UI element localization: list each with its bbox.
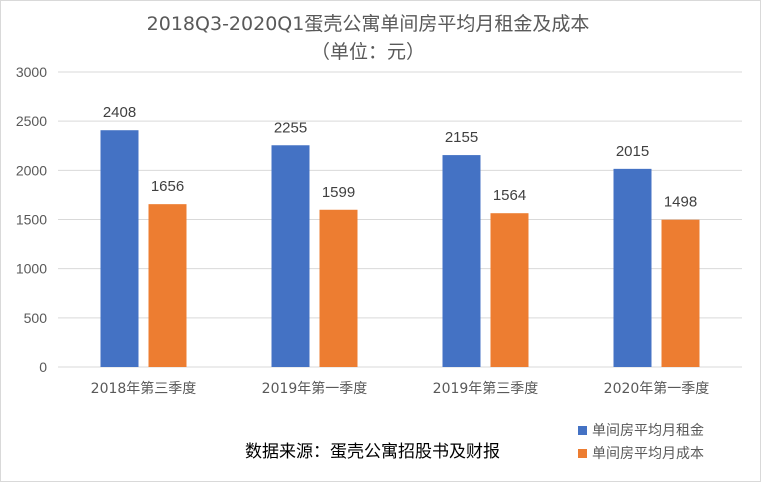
legend-swatch — [578, 449, 587, 458]
y-tick-label: 1500 — [16, 212, 47, 228]
bar-cost — [148, 204, 187, 367]
data-label: 2015 — [616, 143, 649, 160]
y-tick-label: 0 — [39, 359, 47, 375]
bar-cost — [319, 209, 358, 367]
legend-swatch — [578, 426, 587, 435]
x-category-label: 2018年第三季度 — [91, 380, 197, 397]
chart-title: 2018Q3-2020Q1蛋壳公寓单间房平均月租金及成本 — [147, 13, 590, 35]
x-category-label: 2019年第一季度 — [262, 380, 368, 397]
x-category-label: 2020年第一季度 — [604, 380, 710, 397]
data-label: 1599 — [322, 184, 355, 201]
data-label: 1564 — [493, 187, 526, 204]
chart-subtitle: （单位：元） — [311, 41, 425, 63]
data-label: 1498 — [664, 194, 697, 211]
data-label: 2408 — [103, 104, 136, 121]
bar-rent — [442, 155, 481, 367]
y-tick-label: 3000 — [16, 64, 47, 80]
y-tick-label: 500 — [24, 310, 48, 326]
source-note: 数据来源：蛋壳公寓招股书及财报 — [245, 442, 500, 462]
legend-label: 单间房平均月成本 — [592, 446, 704, 462]
legend-label: 单间房平均月租金 — [592, 423, 704, 439]
data-label: 1656 — [151, 178, 184, 195]
bar-cost — [490, 213, 529, 367]
bar-rent — [100, 130, 139, 367]
y-tick-label: 1000 — [16, 261, 47, 277]
x-axis-categories: 2018年第三季度 2019年第一季度 2019年第三季度 2020年第一季度 — [91, 380, 710, 397]
x-category-label: 2019年第三季度 — [433, 380, 539, 397]
y-axis-ticks: 0 500 1000 1500 2000 2500 3000 — [16, 64, 47, 375]
bars: 2408 1656 2255 1599 2155 1564 2015 1498 — [100, 104, 700, 367]
y-tick-label: 2500 — [16, 113, 47, 129]
bar-cost — [661, 219, 700, 367]
data-label: 2155 — [445, 129, 478, 146]
data-label: 2255 — [274, 119, 307, 136]
bar-rent — [613, 168, 652, 367]
bar-rent — [271, 145, 310, 367]
y-tick-label: 2000 — [16, 162, 47, 178]
